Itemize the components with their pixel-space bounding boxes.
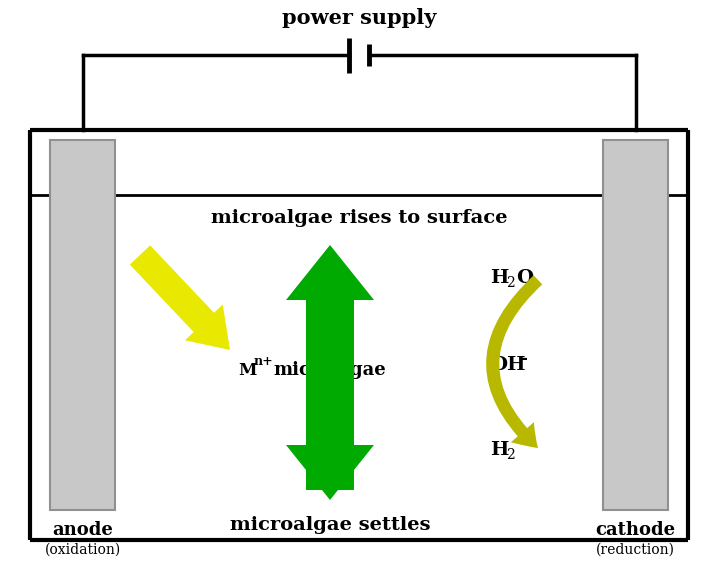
FancyArrowPatch shape	[486, 276, 542, 448]
Text: anode: anode	[52, 521, 113, 539]
Bar	[50, 140, 115, 510]
Text: 2: 2	[506, 276, 515, 290]
Text: 2: 2	[506, 448, 515, 462]
Text: microalgae settles: microalgae settles	[230, 516, 430, 534]
Text: cathode: cathode	[595, 521, 676, 539]
Text: -: -	[520, 350, 527, 367]
Text: OH: OH	[490, 356, 526, 374]
Text: (oxidation): (oxidation)	[45, 543, 121, 557]
Polygon shape	[286, 395, 374, 500]
Text: power supply: power supply	[281, 8, 437, 28]
Polygon shape	[286, 245, 374, 490]
Text: n+: n+	[254, 355, 274, 368]
Text: microalgae: microalgae	[274, 361, 386, 379]
Text: microalgae rises to surface: microalgae rises to surface	[211, 209, 507, 227]
Text: M: M	[238, 362, 256, 379]
Polygon shape	[130, 245, 230, 350]
Text: O: O	[516, 269, 533, 287]
Text: (reduction): (reduction)	[596, 543, 675, 557]
Text: H: H	[490, 269, 508, 287]
Text: H: H	[490, 441, 508, 459]
Bar	[603, 140, 668, 510]
